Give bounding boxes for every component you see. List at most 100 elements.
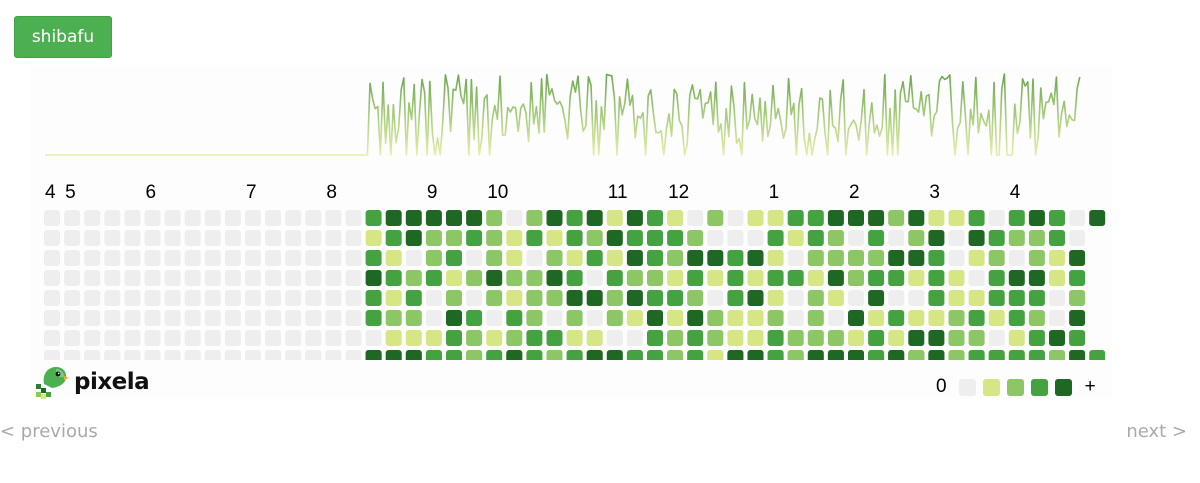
previous-link[interactable]: < previous [0,421,98,442]
heatmap-cell[interactable] [586,330,603,346]
heatmap-cell[interactable] [1069,350,1086,360]
heatmap-cell[interactable] [446,290,462,306]
heatmap-cell[interactable] [285,330,302,346]
heatmap-cell[interactable] [285,230,302,246]
heatmap-cell[interactable] [727,210,744,226]
heatmap-cell[interactable] [988,310,1005,326]
heatmap-cell[interactable] [506,250,523,266]
heatmap-cell[interactable] [908,330,925,346]
heatmap-cell[interactable] [546,270,563,286]
heatmap-cell[interactable] [285,270,302,286]
heatmap-cell[interactable] [265,330,282,346]
heatmap-cell[interactable] [64,350,81,360]
heatmap-cell[interactable] [144,330,161,346]
heatmap-cell[interactable] [1028,350,1045,360]
heatmap-cell[interactable] [184,210,201,226]
heatmap-cell[interactable] [144,350,161,360]
heatmap-cell[interactable] [948,290,965,306]
heatmap-cell[interactable] [184,310,201,326]
heatmap-cell[interactable] [104,310,121,326]
heatmap-cell[interactable] [446,350,462,360]
heatmap-cell[interactable] [466,330,483,346]
heatmap-cell[interactable] [667,310,684,326]
heatmap-cell[interactable] [245,270,261,286]
heatmap-cell[interactable] [124,230,141,246]
heatmap-cell[interactable] [64,290,81,306]
heatmap-cell[interactable] [84,330,101,346]
heatmap-cell[interactable] [827,270,844,286]
heatmap-cell[interactable] [446,250,462,266]
heatmap-cell[interactable] [184,230,201,246]
heatmap-cell[interactable] [365,350,382,360]
heatmap-cell[interactable] [305,270,322,286]
heatmap-cell[interactable] [807,210,824,226]
heatmap-cell[interactable] [566,230,583,246]
heatmap-cell[interactable] [727,250,744,266]
heatmap-cell[interactable] [506,230,523,246]
heatmap-cell[interactable] [707,250,724,266]
heatmap-cell[interactable] [546,290,563,306]
heatmap-cell[interactable] [667,350,684,360]
heatmap-cell[interactable] [124,290,141,306]
heatmap-cell[interactable] [245,350,261,360]
heatmap-cell[interactable] [647,290,663,306]
heatmap-cell[interactable] [204,290,221,306]
heatmap-cell[interactable] [305,290,322,306]
heatmap-cell[interactable] [446,230,462,246]
heatmap-cell[interactable] [526,230,543,246]
heatmap-cell[interactable] [687,250,704,266]
heatmap-cell[interactable] [285,210,302,226]
heatmap-cell[interactable] [124,310,141,326]
heatmap-cell[interactable] [626,230,643,246]
heatmap-cell[interactable] [1028,270,1045,286]
heatmap-cell[interactable] [1008,310,1025,326]
heatmap-cell[interactable] [647,310,663,326]
heatmap-cell[interactable] [1008,270,1025,286]
heatmap-cell[interactable] [647,350,663,360]
heatmap-cell[interactable] [325,270,342,286]
heatmap-cell[interactable] [888,350,905,360]
heatmap-cell[interactable] [807,270,824,286]
heatmap-cell[interactable] [184,250,201,266]
heatmap-cell[interactable] [405,350,422,360]
heatmap-cell[interactable] [506,330,523,346]
heatmap-cell[interactable] [425,210,442,226]
heatmap-cell[interactable] [586,350,603,360]
heatmap-cell[interactable] [747,310,764,326]
heatmap-cell[interactable] [44,290,60,306]
heatmap-cell[interactable] [787,230,804,246]
heatmap-cell[interactable] [405,210,422,226]
heatmap-cell[interactable] [144,250,161,266]
heatmap-cell[interactable] [807,310,824,326]
heatmap-cell[interactable] [1049,270,1065,286]
heatmap-cell[interactable] [566,350,583,360]
heatmap-cell[interactable] [1049,290,1065,306]
heatmap-cell[interactable] [385,350,402,360]
heatmap-cell[interactable] [626,330,643,346]
heatmap-cell[interactable] [1008,210,1025,226]
heatmap-cell[interactable] [1049,230,1065,246]
heatmap-cell[interactable] [667,230,684,246]
heatmap-cell[interactable] [586,210,603,226]
heatmap-cell[interactable] [64,250,81,266]
heatmap-cell[interactable] [747,270,764,286]
heatmap-cell[interactable] [1028,330,1045,346]
heatmap-cell[interactable] [245,290,261,306]
heatmap-cell[interactable] [44,210,60,226]
heatmap-cell[interactable] [606,230,623,246]
heatmap-cell[interactable] [647,270,663,286]
heatmap-cell[interactable] [868,310,885,326]
heatmap-cell[interactable] [365,250,382,266]
heatmap-cell[interactable] [265,210,282,226]
heatmap-cell[interactable] [224,250,241,266]
heatmap-cell[interactable] [144,230,161,246]
heatmap-cell[interactable] [84,350,101,360]
heatmap-cell[interactable] [265,230,282,246]
heatmap-cell[interactable] [667,330,684,346]
pixela-logo[interactable]: pixela [34,364,150,400]
heatmap-cell[interactable] [305,310,322,326]
heatmap-cell[interactable] [827,290,844,306]
heatmap-cell[interactable] [425,350,442,360]
heatmap-cell[interactable] [908,230,925,246]
heatmap-cell[interactable] [325,330,342,346]
